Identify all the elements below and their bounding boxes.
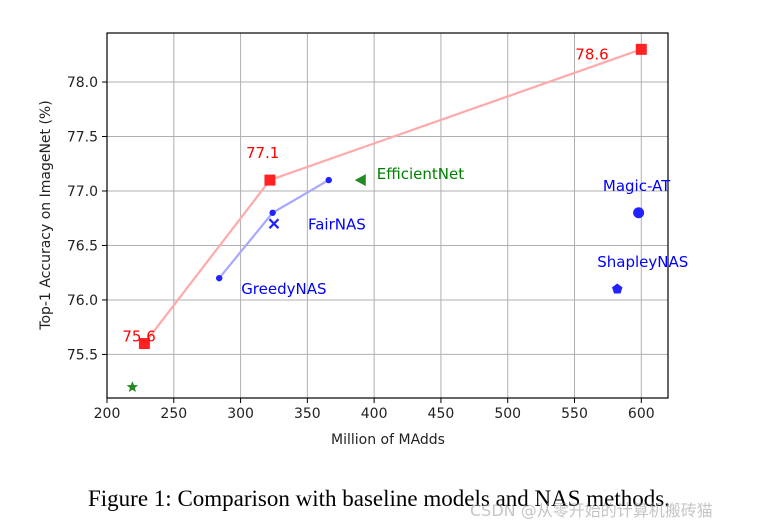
series-line-1 (143, 48, 642, 345)
series-2-marker (269, 209, 276, 216)
x-tick-label: 200 (94, 406, 121, 422)
x-tick-label: 600 (628, 406, 655, 422)
watermark: CSDN @从零开始的计算机搬砖猫 (470, 501, 713, 520)
efficientnet-label: EfficientNet (377, 165, 464, 183)
y-tick-label: 78.0 (67, 75, 98, 91)
axes: 200 250 300 350 400 450 500 550 600 75.5 76.0 76.5 7… (67, 32, 669, 422)
series-1-marker (264, 174, 276, 186)
series-1-marker (138, 338, 150, 350)
y-tick-label: 76.0 (67, 293, 98, 309)
figure-caption: Figure 1: Comparison with baseline model… (88, 486, 670, 511)
y-tick-label: 76.5 (67, 238, 98, 254)
shapleynas-label: ShapleyNAS (597, 253, 688, 271)
value-label: 77.1 (246, 144, 279, 162)
efficientnet-marker (354, 174, 366, 187)
value-label: 78.6 (575, 45, 608, 63)
fairnas-marker (268, 218, 280, 229)
point-labels: 75.6 77.1 78.6 FairNAS GreedyNAS EfficientNet… (122, 45, 688, 345)
series (143, 48, 642, 345)
grid (106, 33, 668, 398)
magic-at-label: Magic-AT (603, 177, 671, 195)
points (126, 43, 647, 392)
chart: 200 250 300 350 400 450 500 550 600 75.5 76.0 76.5 7… (38, 32, 688, 448)
shapleynas-marker (612, 283, 623, 294)
plot-frame (106, 32, 669, 399)
series-1-marker (635, 43, 647, 55)
x-tick-label: 300 (227, 406, 254, 422)
x-tick-label: 400 (361, 406, 388, 422)
x-tick-label: 500 (494, 406, 521, 422)
unlabeled-marker (126, 381, 139, 392)
x-tick-label: 450 (428, 406, 455, 422)
series-2-marker (325, 176, 332, 184)
x-axis-label: Million of MAdds (331, 432, 445, 448)
y-tick-label: 77.0 (67, 184, 98, 200)
value-label: 75.6 (122, 328, 155, 346)
x-tick-label: 250 (160, 406, 187, 422)
y-tick-label: 75.5 (67, 347, 98, 363)
y-tick-label: 77.5 (67, 130, 98, 146)
x-marker-stroke (268, 218, 280, 229)
greedynas-label: GreedyNAS (241, 280, 326, 298)
fairnas-label: FairNAS (308, 216, 366, 234)
x-tick-label: 350 (294, 406, 321, 422)
magic-at-marker (633, 207, 645, 219)
y-axis-label: Top-1 Accuracy on ImageNet (%) (38, 100, 54, 330)
x-tick-label: 550 (561, 406, 588, 422)
series-2-marker (216, 274, 223, 282)
